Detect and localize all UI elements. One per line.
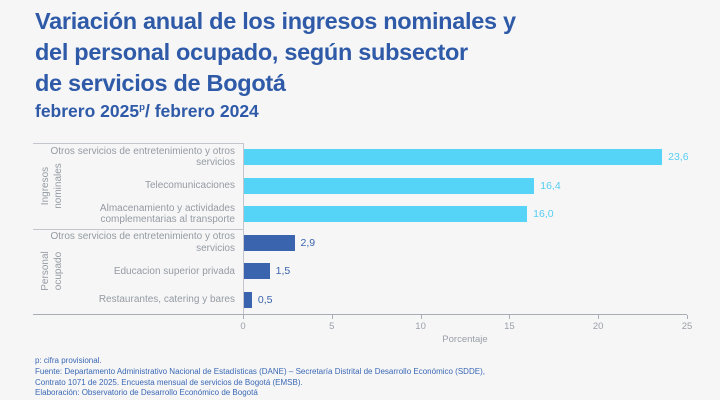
subtitle-period-start: febrero 2025 [35,101,140,121]
bar [243,177,535,194]
footnote-source-line2: Contrato 1071 de 2025. Encuesta mensual … [35,377,303,387]
x-tick-label: 0 [240,321,246,332]
footnote-source-line1: Fuente: Departamento Administrativo Naci… [35,366,485,376]
x-axis-label: Porcentaje [442,334,488,345]
bar-row: Educacion superior privada 1,5 [33,257,687,286]
chart-title-line2: del personal ocupado, según subsector [35,39,468,65]
footnote-elaboration: Elaboración: Observatorio de Desarrollo … [35,388,258,398]
x-tick [420,315,422,319]
category-label: Restaurantes, catering y bares [98,294,235,305]
category-label: Almacenamiento y actividades complementa… [99,202,235,226]
bar-row: Otros servicios de entretenimiento y otr… [33,143,689,172]
chart-title-line1: Variación anual de los ingresos nominale… [35,8,516,34]
x-tick-label: 10 [415,321,426,332]
label-area-top-border [33,143,243,144]
x-tick-label: 5 [329,321,335,332]
bar-row: Restaurantes, catering y bares 0,5 [33,286,687,315]
x-tick [243,315,244,319]
chart-title: Variación anual de los ingresos nominale… [35,6,516,99]
bar-value-label: 1,5 [275,265,291,277]
bar-row: Almacenamiento y actividades complementa… [33,200,687,229]
bar-value-label: 0,5 [257,293,273,306]
bar [243,291,252,308]
category-label: Telecomunicaciones [144,180,235,191]
bar-row: Telecomunicaciones 16,4 [33,172,687,201]
bar-value-label: 2,9 [300,236,316,249]
bar [243,263,270,280]
bar-value-label: 16,0 [533,208,554,220]
bar [243,149,663,166]
chart-subtitle: febrero 2025p/ febrero 2024 [35,101,259,122]
x-tick [598,315,600,319]
provisional-superscript: p [139,102,145,114]
group-label: Ingresos nominales [40,162,64,209]
x-tick-label: 15 [504,321,515,332]
subtitle-period-end: / febrero 2024 [144,101,259,121]
bar-rows: Otros servicios de entretenimiento y otr… [33,143,689,315]
group-separator-line [33,228,243,230]
y-axis-line [243,143,244,314]
footnotes: p: cifra provisional. Fuente: Departamen… [35,356,695,399]
x-tick [331,315,333,319]
bar [243,234,295,251]
bar-value-label: 16,4 [540,179,561,192]
x-tick [687,315,688,319]
x-tick [509,315,511,319]
chart-title-line3: de servicios de Bogotá [35,70,286,96]
bar-chart: Otros servicios de entretenimiento y otr… [33,143,692,349]
x-axis-line [33,314,687,315]
footnote-provisional: p: cifra provisional. [35,356,102,365]
x-tick-label: 25 [681,321,693,332]
category-label: Educacion superior privada [113,265,235,277]
bar-row: Otros servicios de entretenimiento y otr… [33,229,687,258]
x-tick-label: 20 [592,321,604,332]
bar-value-label: 23,6 [668,151,689,163]
bar [243,206,528,223]
category-label: Otros servicios de entretenimiento y otr… [50,231,235,254]
group-label: Personal ocupado [40,251,64,291]
category-label: Otros servicios de entretenimiento y otr… [50,145,235,169]
